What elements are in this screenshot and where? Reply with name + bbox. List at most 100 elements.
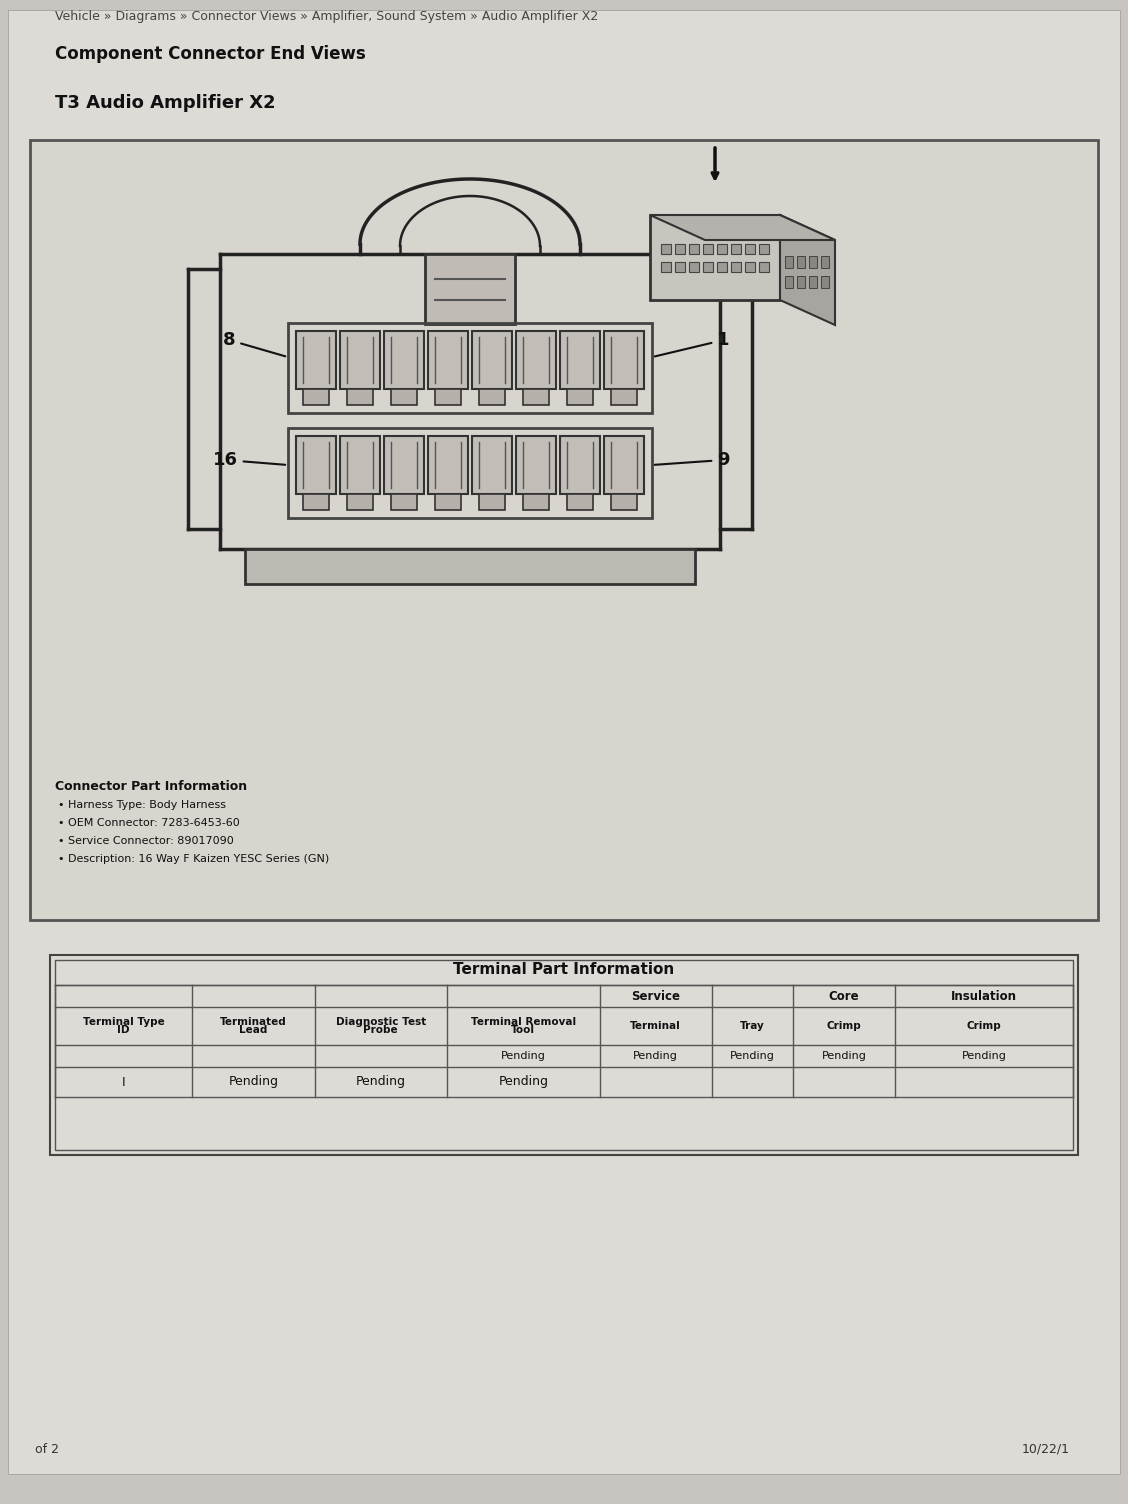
Bar — [744, 244, 755, 254]
Bar — [435, 493, 461, 510]
Bar — [391, 493, 417, 510]
Bar — [809, 277, 817, 287]
Bar — [717, 262, 728, 272]
Text: 1: 1 — [654, 331, 730, 356]
Text: Tray: Tray — [740, 1021, 765, 1032]
Bar — [703, 262, 713, 272]
Bar — [559, 331, 600, 390]
Text: Terminal: Terminal — [631, 1021, 681, 1032]
Bar — [523, 493, 549, 510]
Text: • Service Connector: 89017090: • Service Connector: 89017090 — [58, 836, 233, 845]
Bar — [675, 244, 685, 254]
Text: Tool: Tool — [511, 1026, 536, 1035]
Bar — [515, 436, 556, 493]
Text: T3 Audio Amplifier X2: T3 Audio Amplifier X2 — [55, 93, 275, 111]
Text: Pending: Pending — [633, 1051, 678, 1060]
Bar — [384, 436, 424, 493]
Text: Terminal Type: Terminal Type — [82, 1017, 165, 1027]
Bar — [703, 244, 713, 254]
Bar — [567, 390, 593, 405]
Bar — [30, 140, 1098, 920]
Bar — [611, 493, 637, 510]
Bar — [821, 256, 829, 268]
Bar — [384, 331, 424, 390]
Bar — [479, 390, 505, 405]
Bar — [55, 960, 1073, 1151]
Bar — [797, 277, 805, 287]
Bar — [661, 244, 671, 254]
Bar — [731, 262, 741, 272]
Bar — [296, 331, 336, 390]
Text: Connector Part Information: Connector Part Information — [55, 781, 247, 793]
Text: Insulation: Insulation — [951, 990, 1017, 1003]
Bar — [689, 262, 699, 272]
Bar — [435, 390, 461, 405]
Text: of 2: of 2 — [35, 1442, 59, 1456]
Bar — [603, 436, 644, 493]
Bar — [303, 390, 329, 405]
Text: Pending: Pending — [355, 1075, 406, 1089]
Text: • Description: 16 Way F Kaizen YESC Series (GN): • Description: 16 Way F Kaizen YESC Seri… — [58, 854, 329, 863]
Bar — [567, 493, 593, 510]
Bar — [515, 331, 556, 390]
Text: Component Connector End Views: Component Connector End Views — [55, 45, 365, 63]
Text: 16: 16 — [213, 451, 285, 469]
Bar — [347, 493, 373, 510]
Bar — [425, 254, 515, 323]
Bar — [759, 244, 769, 254]
Text: Lead: Lead — [239, 1026, 267, 1035]
Bar — [785, 256, 793, 268]
Bar — [731, 244, 741, 254]
Bar — [50, 955, 1078, 1155]
Bar — [428, 436, 468, 493]
Bar — [611, 390, 637, 405]
Text: Terminal Part Information: Terminal Part Information — [453, 963, 675, 978]
Text: Probe: Probe — [363, 1026, 398, 1035]
Bar — [472, 436, 512, 493]
Text: 9: 9 — [654, 451, 730, 469]
Text: Pending: Pending — [229, 1075, 279, 1089]
Text: Crimp: Crimp — [827, 1021, 862, 1032]
Text: Pending: Pending — [499, 1075, 548, 1089]
Bar — [559, 436, 600, 493]
Bar — [717, 244, 728, 254]
Bar — [479, 493, 505, 510]
Polygon shape — [650, 215, 835, 241]
Text: Diagnostic Test: Diagnostic Test — [336, 1017, 426, 1027]
Polygon shape — [779, 215, 835, 325]
Bar — [340, 436, 380, 493]
Bar — [472, 331, 512, 390]
Text: I: I — [122, 1075, 125, 1089]
Text: ID: ID — [117, 1026, 130, 1035]
Text: Terminated: Terminated — [220, 1017, 287, 1027]
Bar — [797, 256, 805, 268]
Text: Pending: Pending — [501, 1051, 546, 1060]
Bar — [245, 549, 695, 584]
Bar — [821, 277, 829, 287]
Bar — [523, 390, 549, 405]
Text: Core: Core — [829, 990, 860, 1003]
Bar — [759, 262, 769, 272]
Bar — [296, 436, 336, 493]
Text: Pending: Pending — [821, 1051, 866, 1060]
Bar — [689, 244, 699, 254]
Text: Service: Service — [632, 990, 680, 1003]
Bar — [650, 215, 779, 299]
Text: Pending: Pending — [730, 1051, 775, 1060]
Bar — [288, 323, 652, 414]
Text: Terminal Removal: Terminal Removal — [470, 1017, 575, 1027]
Text: • OEM Connector: 7283-6453-60: • OEM Connector: 7283-6453-60 — [58, 818, 240, 829]
Bar — [809, 256, 817, 268]
Bar — [744, 262, 755, 272]
Bar — [340, 331, 380, 390]
Text: Pending: Pending — [961, 1051, 1006, 1060]
Text: • Harness Type: Body Harness: • Harness Type: Body Harness — [58, 800, 226, 811]
Text: Vehicle » Diagrams » Connector Views » Amplifier, Sound System » Audio Amplifier: Vehicle » Diagrams » Connector Views » A… — [55, 11, 598, 23]
Bar — [347, 390, 373, 405]
Text: 8: 8 — [223, 331, 285, 356]
Bar — [603, 331, 644, 390]
Bar — [428, 331, 468, 390]
Bar — [288, 429, 652, 517]
Bar — [661, 262, 671, 272]
Text: Crimp: Crimp — [967, 1021, 1002, 1032]
